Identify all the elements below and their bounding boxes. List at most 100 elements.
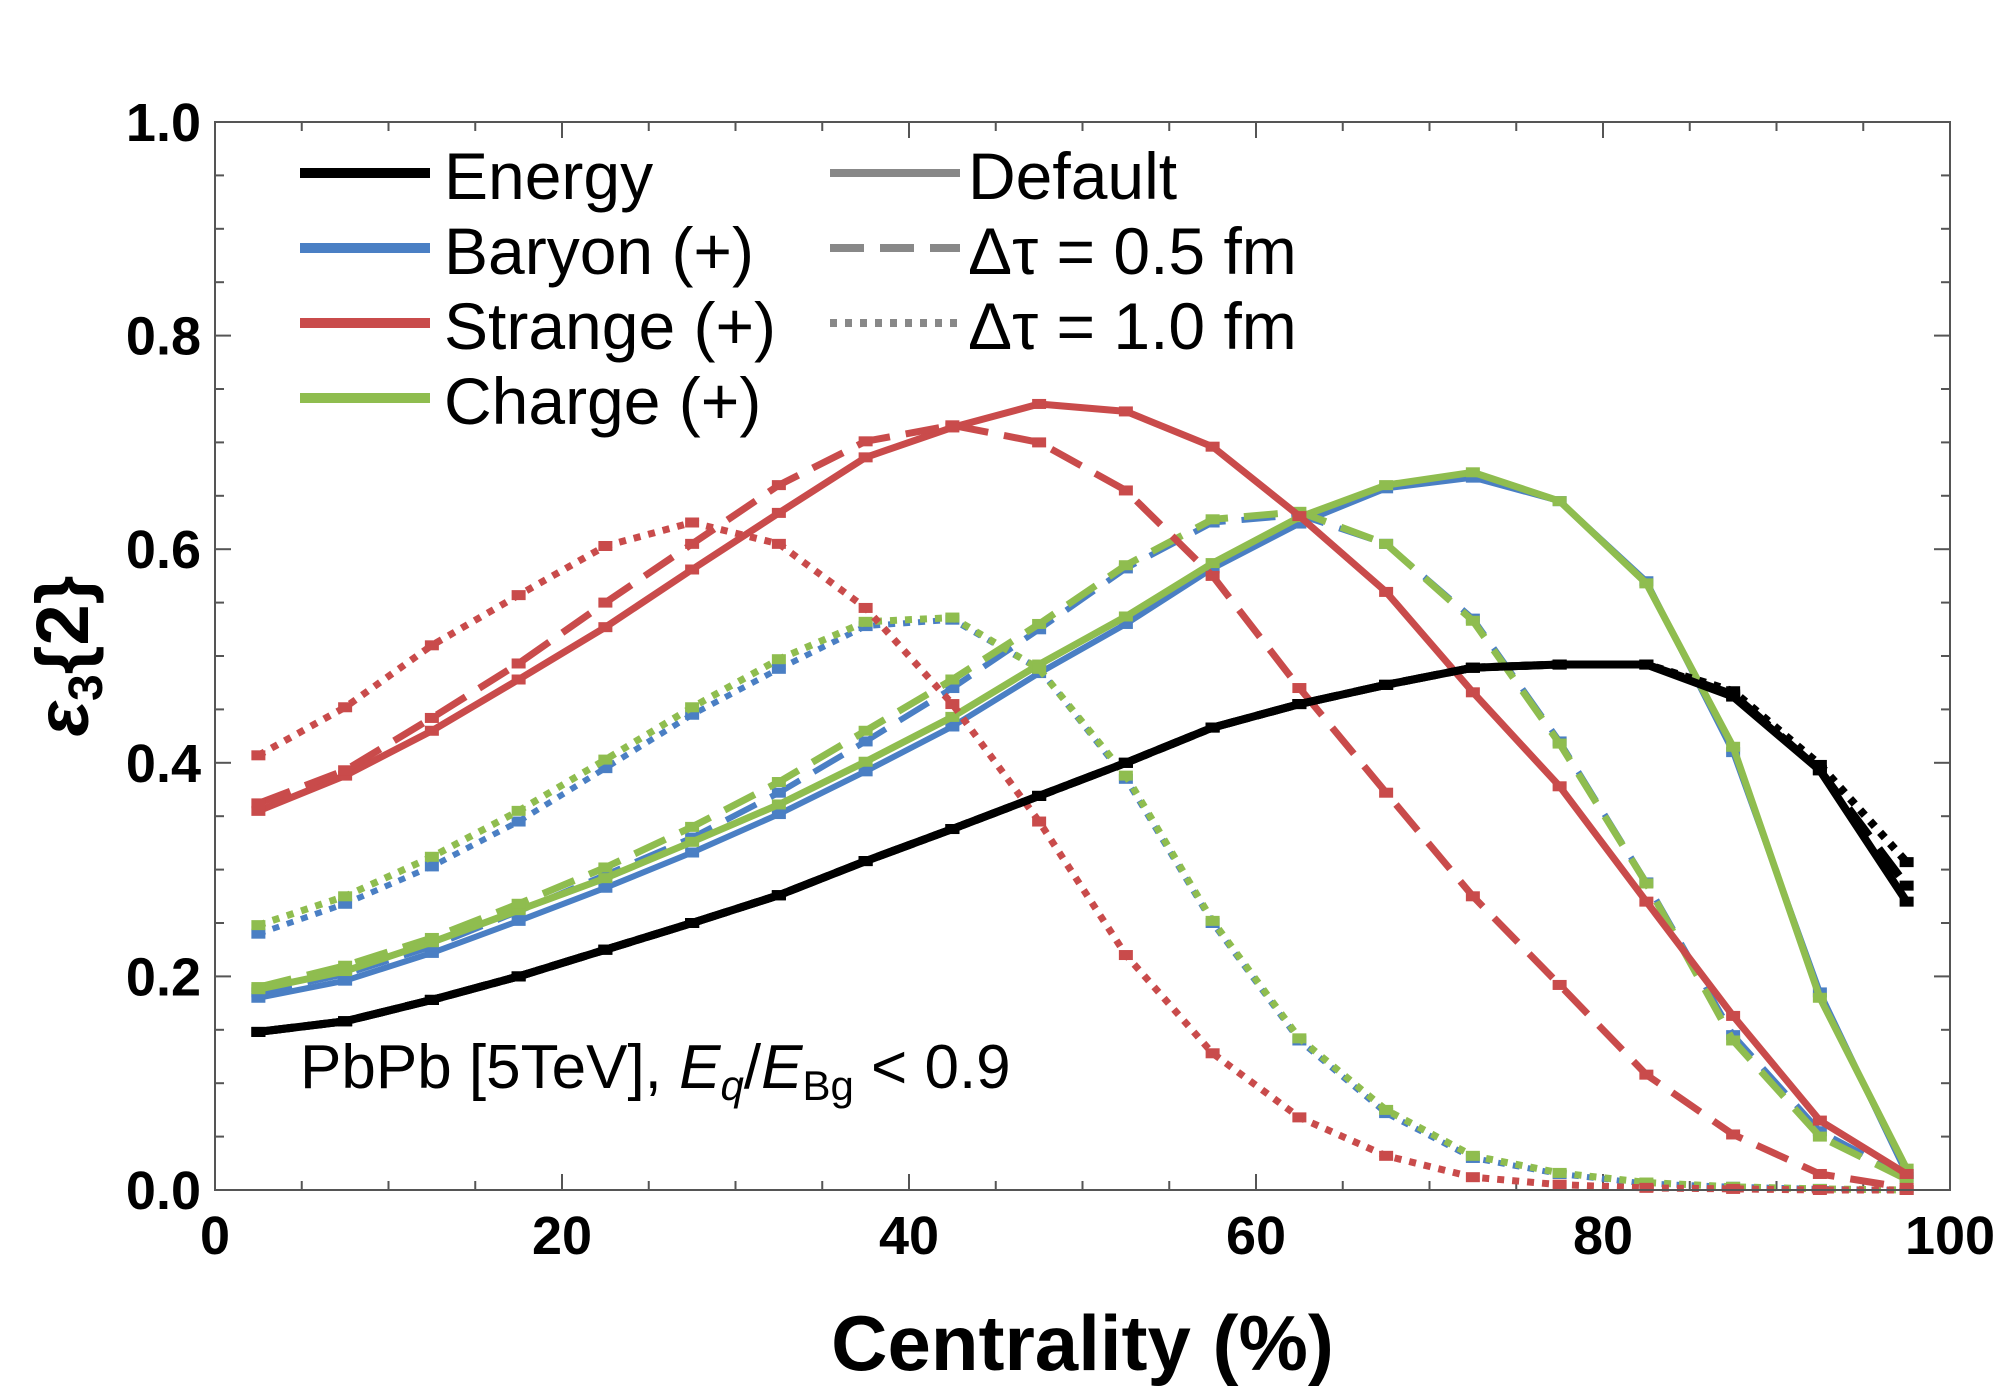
data-point-baryon-default: [424, 947, 439, 958]
data-point-strange-default: [1465, 687, 1480, 698]
data-point-charge-dt10: [1465, 1150, 1480, 1161]
data-point-charge-dt05: [685, 821, 700, 832]
series-line-charge-default: [257, 468, 1910, 1171]
annotation-e: E: [679, 1033, 721, 1102]
y-tick-label: 0.8: [126, 307, 201, 367]
x-tick-label: 20: [532, 1206, 592, 1266]
legend-style-label: Δτ = 1.0 fm: [968, 289, 1297, 363]
data-point-baryon-dt10: [338, 898, 353, 909]
data-point-baryon-dt05: [858, 736, 873, 747]
data-point-energy-dt10: [424, 994, 439, 1005]
data-point-baryon-default: [1118, 618, 1133, 629]
series-line-charge-dt10: [257, 614, 1907, 1194]
series-line-strange-default: [257, 400, 1909, 1177]
data-point-charge-default: [598, 873, 613, 884]
data-point-strange-default: [1552, 781, 1567, 792]
data-point-charge-dt05: [1899, 1174, 1914, 1185]
data-point-baryon-default: [1465, 472, 1480, 483]
data-point-strange-default: [771, 507, 786, 518]
data-point-energy-default: [1899, 896, 1914, 907]
data-point-strange-dt10: [598, 540, 613, 551]
data-point-baryon-dt10: [511, 816, 526, 827]
data-point-strange-dt10: [1205, 1048, 1220, 1059]
data-point-strange-dt05: [424, 712, 439, 723]
data-point-strange-dt05: [251, 798, 266, 809]
y-tick-labels: 0.0 0.2 0.4 0.6 0.8 1.0: [126, 93, 201, 1221]
annotation-cut: < 0.9: [854, 1033, 1011, 1102]
data-point-strange-dt10: [1639, 1182, 1654, 1193]
data-point-charge-default: [1465, 467, 1480, 478]
data-point-charge-dt10: [1118, 770, 1133, 781]
data-point-charge-default: [338, 966, 353, 977]
data-point-baryon-default: [858, 766, 873, 777]
y-axis-symbol: ε: [21, 699, 104, 736]
annotation-e2: E: [761, 1033, 803, 1102]
series-line-energy-dt10: [257, 660, 1910, 1036]
data-point-energy-dt10: [598, 944, 613, 955]
data-point-strange-dt05: [1465, 891, 1480, 902]
data-point-charge-dt05: [1639, 878, 1654, 889]
series-line-charge-dt05: [257, 508, 1909, 1183]
data-point-charge-default: [685, 836, 700, 847]
data-point-charge-dt10: [1205, 915, 1220, 926]
data-point-strange-dt05: [1726, 1129, 1741, 1140]
data-point-baryon-default: [511, 915, 526, 926]
data-point-charge-dt05: [1465, 615, 1480, 626]
data-point-charge-default: [1205, 558, 1220, 569]
data-point-energy-dt10: [858, 856, 873, 867]
x-tick-label: 100: [1905, 1206, 1995, 1266]
data-point-charge-dt10: [251, 920, 266, 931]
data-point-baryon-dt05: [1812, 1126, 1827, 1137]
data-point-charge-default: [1899, 1163, 1914, 1174]
data-point-energy-dt10: [1118, 757, 1133, 768]
y-tick-label: 0.0: [126, 1161, 201, 1221]
plot-frame: [214, 121, 1951, 1191]
data-point-energy-dt10: [1205, 722, 1220, 733]
data-point-energy-dt10: [1639, 659, 1654, 670]
legend-label: Charge (+): [444, 364, 761, 438]
data-point-charge-dt10: [945, 612, 960, 623]
data-point-energy-dt10: [1292, 699, 1307, 710]
data-point-baryon-dt10: [771, 663, 786, 674]
series-line-strange-dt05: [257, 421, 1908, 1192]
data-point-strange-default: [685, 564, 700, 575]
data-point-strange-dt05: [1118, 485, 1133, 496]
data-point-strange-dt05: [338, 765, 353, 776]
y-axis-suffix: {2}: [21, 576, 104, 675]
data-point-strange-dt05: [1032, 437, 1047, 448]
data-point-strange-dt05: [1379, 787, 1394, 798]
data-point-energy-dt05: [1899, 880, 1914, 891]
data-point-baryon-dt10: [598, 763, 613, 774]
data-point-strange-default: [858, 452, 873, 463]
data-point-baryon-default: [251, 992, 266, 1003]
annotation-q-subscript: q: [720, 1062, 744, 1109]
data-point-baryon-dt05: [771, 787, 786, 798]
data-point-baryon-dt10: [685, 709, 700, 720]
x-axis-title: Centrality (%): [831, 1299, 1334, 1387]
data-point-charge-dt05: [251, 982, 266, 993]
data-point-charge-default: [1812, 992, 1827, 1003]
data-point-strange-dt05: [511, 658, 526, 669]
data-point-strange-default: [1292, 511, 1307, 522]
data-point-baryon-default: [1292, 518, 1307, 529]
system-annotation: PbPb [5TeV], Eq/EBg < 0.9: [300, 1033, 1011, 1109]
data-point-charge-dt10: [1552, 1167, 1567, 1178]
data-point-charge-dt05: [511, 898, 526, 909]
data-point-charge-dt05: [1032, 618, 1047, 629]
data-point-charge-dt10: [338, 891, 353, 902]
data-point-strange-dt10: [1292, 1112, 1307, 1123]
data-point-strange-dt10: [511, 590, 526, 601]
data-point-baryon-dt10: [424, 861, 439, 872]
data-point-strange-default: [251, 805, 266, 816]
data-point-strange-dt05: [945, 420, 960, 431]
data-point-baryon-default: [598, 882, 613, 893]
data-point-baryon-default: [945, 721, 960, 732]
data-point-energy-dt10: [1899, 857, 1914, 868]
data-point-charge-dt05: [1552, 738, 1567, 749]
data-point-strange-default: [598, 622, 613, 633]
data-point-strange-dt10: [685, 517, 700, 528]
data-point-charge-default: [1552, 496, 1567, 507]
data-point-charge-dt10: [424, 851, 439, 862]
data-point-charge-dt10: [858, 616, 873, 627]
